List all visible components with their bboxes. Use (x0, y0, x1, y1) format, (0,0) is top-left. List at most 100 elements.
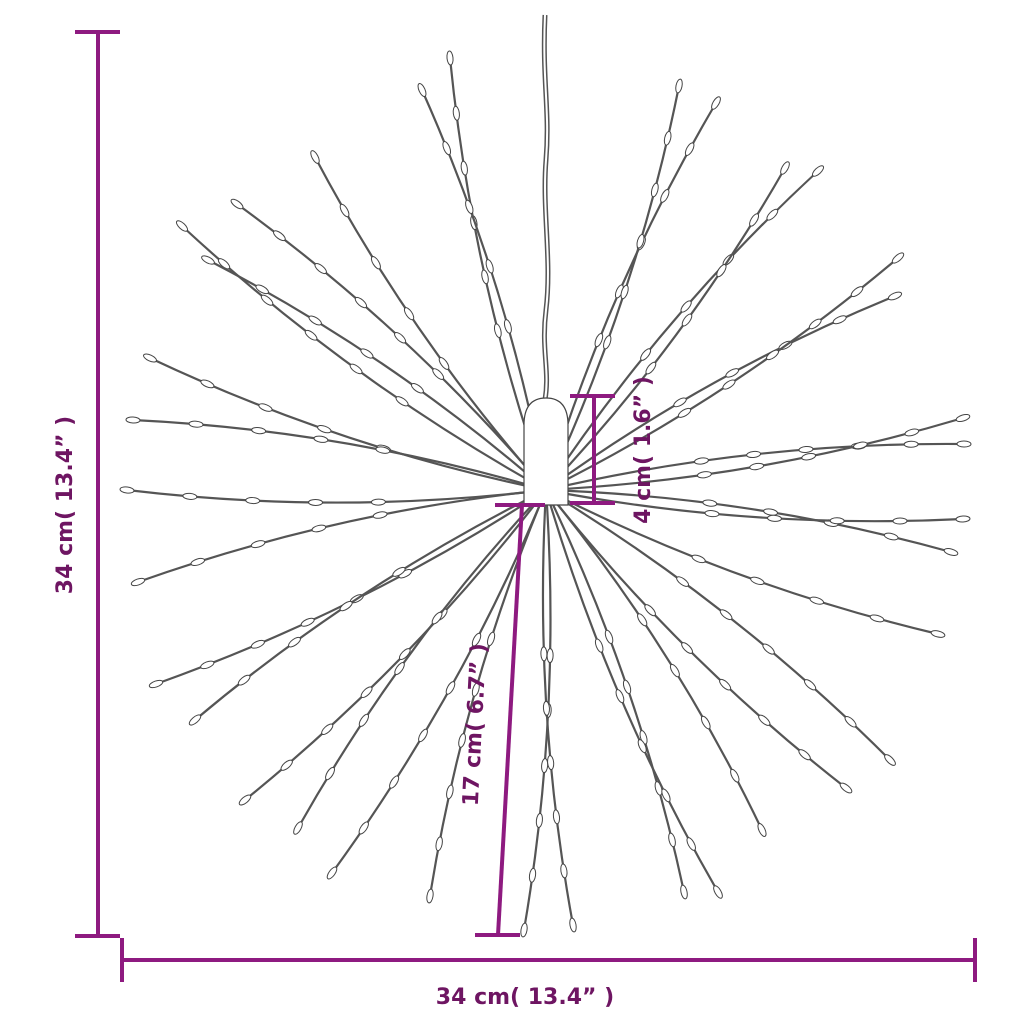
led-bulb (313, 435, 329, 443)
led-bulb (542, 700, 550, 716)
led-bulb (660, 189, 670, 203)
led-bulb (273, 230, 286, 242)
led-bulb (569, 917, 577, 933)
led-bulb (288, 636, 301, 648)
led-bulb (801, 452, 817, 461)
led-bulb (956, 440, 972, 448)
led-bulb (547, 755, 555, 771)
bulb-height-label: 4 cm( 1.6” ) (631, 376, 656, 524)
led-bulb (955, 413, 971, 423)
height-dimension (75, 30, 120, 938)
led-bulb (700, 715, 711, 730)
led-bulb (520, 922, 528, 938)
led-bulb (471, 682, 480, 697)
led-bulb (258, 403, 273, 412)
led-bulb (251, 426, 267, 435)
led-bulb (730, 768, 740, 783)
led-bulb (661, 788, 671, 803)
led-bulb (238, 794, 252, 806)
led-bulb (143, 353, 157, 363)
led-bulb (317, 425, 332, 434)
led-bulb (438, 357, 450, 370)
led-bulb (853, 441, 868, 450)
led-bulb (758, 714, 771, 726)
led-bulb (442, 141, 452, 156)
led-bulb (750, 576, 765, 586)
led-bulb (675, 78, 683, 94)
led-bulb (749, 213, 760, 227)
led-bulb (763, 508, 779, 516)
led-bulb (250, 639, 265, 649)
led-bulb (668, 832, 676, 848)
led-bulb (431, 611, 443, 625)
led-bulb (339, 600, 353, 612)
led-bulb (884, 754, 896, 766)
led-bulb (594, 638, 604, 653)
led-bulb (458, 733, 466, 748)
bulb-height-dimension (570, 394, 615, 505)
led-bulb (370, 256, 381, 270)
led-bulb (190, 557, 206, 567)
led-bulb (148, 679, 164, 689)
led-bulb (200, 660, 215, 670)
led-bulb (308, 498, 324, 506)
height-label: 34 cm( 13.4” ) (53, 416, 78, 594)
led-bulb (237, 674, 251, 686)
led-bulb (955, 515, 971, 523)
led-bulb (766, 208, 779, 221)
led-bulb (394, 662, 405, 675)
led-bulb (684, 142, 695, 156)
led-bulb (375, 446, 391, 454)
led-bulb (417, 82, 427, 98)
led-bulb (370, 498, 386, 506)
firework-light-strands (119, 50, 972, 938)
led-bulb (250, 540, 266, 549)
led-bulb (844, 715, 857, 728)
led-bulb (594, 333, 604, 348)
led-bulb (757, 823, 767, 837)
led-bulb (452, 105, 460, 121)
led-bulb (704, 510, 720, 518)
led-bulb (904, 428, 920, 437)
led-bulb (175, 220, 189, 232)
led-bulb (636, 233, 645, 249)
led-bulb (930, 630, 946, 638)
led-bulb (392, 566, 406, 577)
led-bulb (304, 329, 318, 341)
light-strand (544, 489, 719, 893)
led-bulb (395, 396, 409, 407)
led-bulb (809, 596, 825, 605)
led-bulb (325, 766, 335, 781)
led-bulb (719, 609, 733, 621)
led-bulb (326, 866, 338, 880)
led-bulb (673, 397, 687, 408)
led-bulb (201, 255, 215, 265)
led-bulb (360, 686, 373, 699)
led-bulb (314, 263, 327, 275)
light-strand (314, 156, 547, 491)
led-bulb (713, 885, 723, 899)
led-bulb (702, 499, 718, 507)
led-bulb (528, 867, 537, 883)
led-bulb (887, 291, 903, 301)
led-bulb (680, 300, 692, 313)
led-bulb (360, 348, 374, 359)
led-bulb (725, 368, 740, 378)
led-bulb (311, 524, 327, 533)
led-bulb (637, 613, 648, 627)
led-bulb (493, 323, 502, 339)
led-bulb (645, 361, 657, 375)
led-bulb (722, 379, 736, 390)
led-bulb (552, 809, 561, 825)
light-strand (545, 489, 891, 761)
led-bulb (677, 407, 692, 418)
light-strand (545, 489, 686, 893)
led-bulb (300, 617, 315, 627)
led-bulb (535, 813, 543, 828)
led-bulb (650, 182, 659, 198)
led-bulb (119, 486, 135, 494)
led-bulb (686, 837, 696, 851)
led-bulb (622, 679, 632, 695)
bulb-housing (523, 397, 569, 506)
